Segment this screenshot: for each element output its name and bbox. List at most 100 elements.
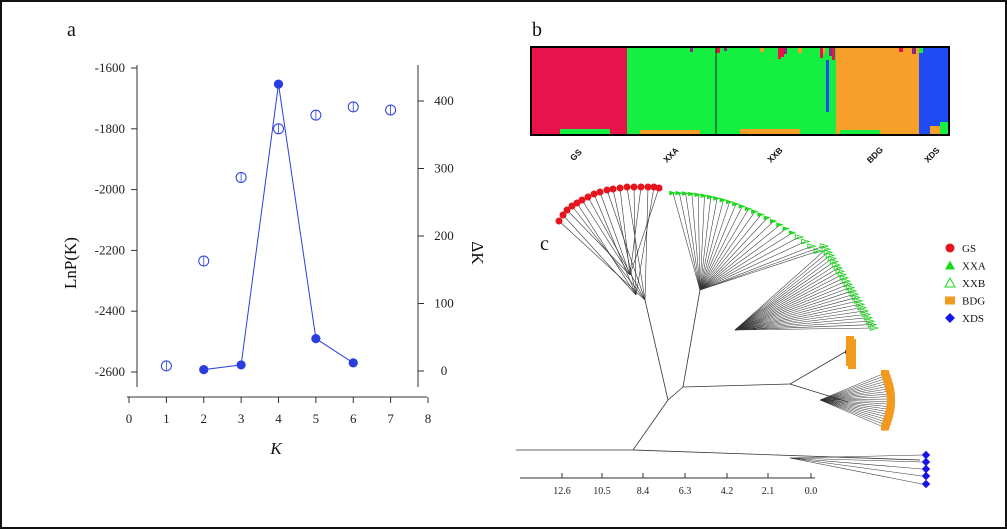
delta-k-point [273, 79, 284, 89]
tree-branch [699, 206, 743, 291]
tip-xxa [707, 194, 715, 200]
admix-mark [740, 129, 800, 134]
tip-gs [584, 193, 592, 201]
tip-xxb [859, 308, 870, 314]
tree-branch [644, 186, 649, 301]
tip-xxb [855, 301, 866, 308]
tip-gs [578, 196, 586, 204]
tip-xxa [788, 230, 797, 235]
tree-branch [789, 457, 923, 485]
tip-xds [921, 457, 931, 467]
admix-mark [778, 48, 781, 59]
right-axis-tick-label: 200 [434, 228, 454, 243]
left-axis-tick-label: -2200 [95, 242, 125, 257]
admix-mark [820, 48, 823, 58]
legend-marker-bdg [945, 296, 955, 305]
tree-branch [819, 399, 891, 410]
tree-branch [734, 320, 871, 331]
tip-gs [563, 206, 571, 214]
delta-k-point [348, 358, 358, 368]
right-axis-tick-label: 100 [434, 296, 454, 311]
tree-branch [819, 388, 890, 401]
tree-branch [734, 284, 849, 331]
tree-branch [699, 236, 800, 291]
tree-branch [734, 310, 865, 331]
tip-xxa [751, 209, 759, 214]
tree-branch [644, 299, 669, 401]
tree-branch [789, 457, 923, 463]
delta-k-point [236, 360, 246, 370]
tip-xxa [713, 196, 721, 201]
tree-branch [734, 287, 851, 331]
x-axis-tick-label: 1 [163, 411, 170, 426]
cluster-xxb [716, 48, 836, 134]
right-axis-tick-label: 0 [441, 363, 448, 378]
tip-xds [921, 479, 931, 489]
tree-branch [734, 327, 875, 331]
tree-branch [562, 214, 637, 296]
legend-label: XDS [962, 313, 984, 325]
tree-branch [699, 203, 737, 291]
tree-branch [734, 324, 873, 331]
tip-bdg [881, 424, 889, 431]
tree-branch [819, 390, 891, 401]
tree-branch [734, 264, 837, 331]
admix-mark [640, 130, 700, 134]
tree-branch [819, 399, 891, 405]
tree-branch [789, 457, 923, 477]
tip-gs [609, 185, 617, 193]
tip-xxa [757, 212, 765, 217]
tree-branch [819, 375, 886, 401]
left-axis-tick-label: -2400 [95, 303, 125, 318]
scale-axis-tick-label: 2.1 [762, 486, 775, 497]
tree-branch [635, 186, 655, 296]
tip-xxa [763, 215, 772, 221]
tree-branch [632, 449, 921, 461]
tree-branch [699, 201, 730, 291]
admix-mark [690, 48, 693, 52]
tree-branch [734, 261, 835, 331]
tree-branch [819, 380, 888, 401]
panel-a: a -1600-1800-2000-2200-2400-2600 0100200… [61, 19, 487, 458]
tip-xxa [694, 192, 702, 198]
tip-gs [630, 183, 638, 191]
tree-branch [566, 209, 631, 276]
tree-branch [819, 399, 886, 426]
tip-gs [555, 217, 563, 225]
tree-branch [734, 293, 855, 331]
x-axis-tick-label: 5 [313, 411, 320, 426]
tip-xxb [807, 243, 817, 250]
tip-gs [596, 188, 604, 196]
legend-marker-xxa [945, 260, 955, 270]
cluster-gs [532, 48, 627, 134]
tree-branch [576, 202, 637, 296]
tip-gs [616, 184, 624, 192]
scale-axis-tick-label: 0.0 [805, 486, 818, 497]
tip-xxa [675, 190, 684, 196]
scale-axis-ticks: 12.6 10.5 8.4 6.3 4.2 2.1 0.0 [553, 473, 817, 497]
legend-label: XXB [962, 278, 985, 290]
tree-branch [699, 195, 705, 291]
tree-branch [699, 217, 768, 291]
admix-mark [899, 48, 903, 52]
cluster-xxa [627, 48, 716, 134]
x-axis-tick-label: 6 [350, 411, 357, 426]
tree-branch [734, 297, 857, 331]
structure-barplot [530, 46, 950, 136]
left-axis-tick-label: -2600 [95, 364, 125, 379]
tree-branch [789, 454, 923, 459]
tree-branch [699, 199, 724, 291]
tree-branch [672, 192, 701, 291]
admix-mark [930, 126, 940, 134]
tree-scale-axis: 12.6 10.5 8.4 6.3 4.2 2.1 0.0 [520, 473, 817, 497]
panel-a-axes [127, 65, 427, 398]
y2-axis-label: ΔK [468, 241, 487, 265]
tree-branch [629, 186, 642, 276]
tree-branch [697, 194, 701, 291]
tip-xxa [688, 191, 696, 197]
tree-branch [734, 300, 859, 331]
tip-xxb [801, 238, 811, 245]
tree-branch [699, 208, 749, 291]
tree-branch [819, 385, 890, 401]
